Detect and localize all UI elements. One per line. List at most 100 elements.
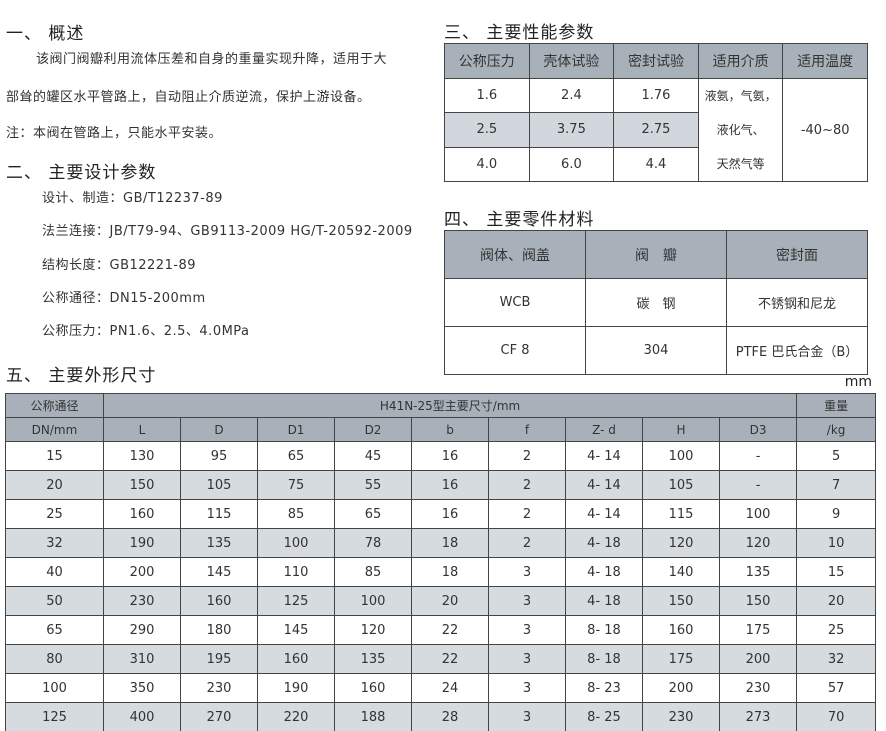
cell: 8- 18 <box>565 615 643 645</box>
cell: 16 <box>411 441 489 471</box>
cell: 145 <box>180 557 258 587</box>
column-header: D1 <box>257 417 335 442</box>
cell: 230 <box>642 702 720 731</box>
cell: 188 <box>334 702 412 731</box>
cell: 4- 14 <box>565 470 643 500</box>
cell: 16 <box>411 499 489 529</box>
overview-note: 注：本阀在管路上，只能水平安装。 <box>6 126 223 141</box>
cell: 15 <box>796 557 877 587</box>
cell: 115 <box>642 499 720 529</box>
cell: 4- 14 <box>565 499 643 529</box>
header-cell: 适用介质 <box>697 43 784 79</box>
cell: 230 <box>103 586 181 616</box>
cell: CF 8 <box>444 326 586 375</box>
column-header: b <box>411 417 489 442</box>
cell: - <box>718 470 798 500</box>
cell: 100 <box>718 499 798 529</box>
cell: 8- 23 <box>565 673 643 703</box>
cell: 100 <box>257 528 335 558</box>
table-row: 20 150 105 75 55 16 2 4- 14 105-7 <box>5 470 877 500</box>
cell: 25 <box>5 499 104 529</box>
cell: 125 <box>257 586 335 616</box>
cell: 78 <box>334 528 412 558</box>
cell: 9 <box>796 499 877 529</box>
cell: 85 <box>334 557 412 587</box>
cell: 200 <box>718 644 798 674</box>
cell: 3 <box>488 702 566 731</box>
cell: 100 <box>642 441 720 471</box>
cell: 3 <box>488 644 566 674</box>
performance-table: 公称压力 壳体试验 密封试验 适用介质 适用温度 1.6 2.4 1.76 液氨… <box>444 43 868 183</box>
cell: 230 <box>718 673 798 703</box>
medium-line: 天然气等 <box>716 157 765 171</box>
column-header: Z- d <box>565 417 643 442</box>
section-performance-title: 三、 主要性能参数 <box>444 23 595 43</box>
cell: 4.0 <box>444 146 530 183</box>
medium-cell: 液氨，气氨， 液化气、 天然气等 <box>697 78 784 182</box>
cell: 8- 25 <box>565 702 643 731</box>
cell: 160 <box>103 499 181 529</box>
table-row: 1.6 2.4 1.76 液氨，气氨， 液化气、 天然气等 -40~80 <box>444 77 868 182</box>
cell: 22 <box>411 644 489 674</box>
cell: 190 <box>257 673 335 703</box>
cell: 190 <box>103 528 181 558</box>
cell: WCB <box>444 278 586 327</box>
cell: 22 <box>411 615 489 645</box>
cell: 45 <box>334 441 412 471</box>
design-param: 设计、制造：GB/T12237-89 <box>42 191 223 206</box>
cell: 3 <box>488 586 566 616</box>
cell: 85 <box>257 499 335 529</box>
cell: 8- 18 <box>565 644 643 674</box>
unit-label: mm <box>844 374 872 390</box>
weight-header: 重量 <box>796 393 877 418</box>
table-row: 32 190 135 100 78 18 2 4- 18 120 120 10 <box>5 528 877 558</box>
dn-unit-header: DN/mm <box>5 417 104 442</box>
cell: 125 <box>5 702 104 731</box>
dn-header: 公称通径 <box>5 393 104 418</box>
medium-line: 液氨，气氨， <box>704 89 777 103</box>
cell: 40 <box>5 557 104 587</box>
overview-text-2: 部耸的罐区水平管路上，自动阻止介质逆流，保护上游设备。 <box>6 90 371 105</box>
cell: 2.75 <box>613 112 699 148</box>
cell: 25 <box>796 615 877 645</box>
cell: 150 <box>642 586 720 616</box>
cell: 105 <box>642 470 720 500</box>
cell: 304 <box>585 326 727 375</box>
cell: 115 <box>180 499 258 529</box>
cell: 2 <box>488 470 566 500</box>
cell: 28 <box>411 702 489 731</box>
header-cell: 密封面 <box>726 230 868 279</box>
cell: 6.0 <box>528 146 615 183</box>
cell: 120 <box>642 528 720 558</box>
table-row: 125 400 270 220 188 28 3 8- 25 230 273 70 <box>5 702 877 731</box>
cell: 3 <box>488 615 566 645</box>
header-cell: 阀 瓣 <box>585 230 727 279</box>
column-header: f <box>488 417 566 442</box>
table-row: CF 8 304 PTFE 巴氏合金（B） <box>444 326 868 375</box>
cell: 20 <box>796 586 877 616</box>
cell: 130 <box>103 441 181 471</box>
cell: 50 <box>5 586 104 616</box>
header-cell: 公称压力 <box>444 43 530 79</box>
section-design-title: 二、 主要设计参数 <box>6 163 157 183</box>
overview-text-1: 该阀门阀瓣利用流体压差和自身的重量实现升降，适用于大 <box>36 52 388 67</box>
cell: 120 <box>718 528 798 558</box>
cell: 65 <box>334 499 412 529</box>
design-param: 公称压力：PN1.6、2.5、4.0MPa <box>42 324 250 339</box>
cell: 75 <box>257 470 335 500</box>
cell: 55 <box>334 470 412 500</box>
cell: 135 <box>334 644 412 674</box>
column-header: D <box>180 417 258 442</box>
column-header: L <box>103 417 181 442</box>
cell: 2 <box>488 499 566 529</box>
cell: 160 <box>257 644 335 674</box>
cell: 80 <box>5 644 104 674</box>
table-row: 4.0 6.0 4.4 <box>444 146 868 183</box>
cell: 95 <box>180 441 258 471</box>
cell: 4- 18 <box>565 586 643 616</box>
dimensions-table: 公称通径 H41N-25型主要尺寸/mm 重量 DN/mm L D D1 D2 b f Z-… <box>5 393 877 731</box>
cell: 24 <box>411 673 489 703</box>
table-row: 100 350 230 190 160 24 3 8- 23 200 230 57 <box>5 673 877 703</box>
cell: 200 <box>642 673 720 703</box>
